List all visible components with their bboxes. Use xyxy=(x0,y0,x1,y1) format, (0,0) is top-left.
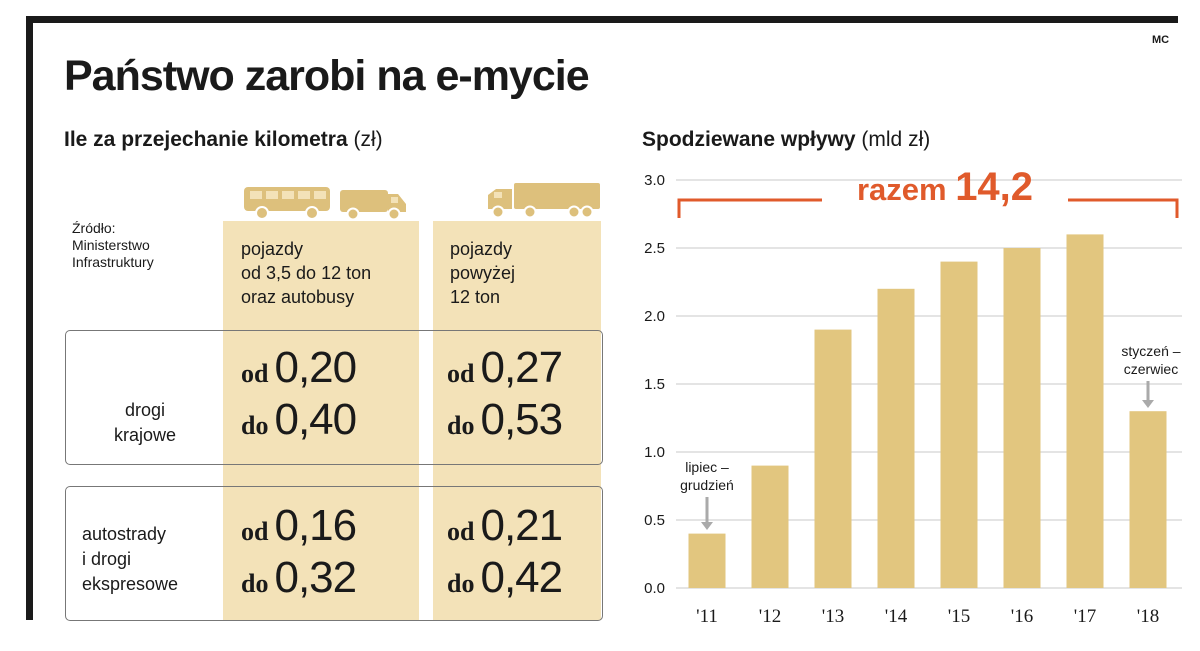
x-tick-label: '11 xyxy=(696,606,718,627)
price-prefix: od xyxy=(241,359,269,388)
column-header-line: od 3,5 do 12 ton xyxy=(241,263,372,283)
x-tick-label: '14 xyxy=(885,606,908,627)
price-from: od 0,27 xyxy=(447,343,563,393)
price-value: 0,27 xyxy=(480,343,563,392)
column-header-line: 12 ton xyxy=(450,287,501,307)
source-line: Infrastruktury xyxy=(72,254,154,270)
row-label-line: drogi xyxy=(124,400,166,420)
total-bracket-right xyxy=(1068,198,1179,218)
annotation-arrow-head xyxy=(1142,400,1154,408)
price-value: 0,40 xyxy=(274,395,357,444)
x-tick-label: '17 xyxy=(1074,606,1096,627)
price-to: do 0,42 xyxy=(447,553,563,603)
price-value: 0,42 xyxy=(480,553,563,602)
y-tick-label: 0.5 xyxy=(644,512,665,529)
row-label-national-roads: drogi krajowe xyxy=(100,398,190,448)
price-value: 0,16 xyxy=(274,501,357,550)
price-prefix: do xyxy=(241,411,269,440)
price-value: 0,20 xyxy=(274,343,357,392)
bar xyxy=(1003,248,1041,588)
bar xyxy=(751,465,789,588)
total-word: razem xyxy=(857,172,955,207)
y-tick-label: 1.5 xyxy=(644,376,665,393)
table-unit: (zł) xyxy=(353,128,383,151)
price-prefix: do xyxy=(447,411,475,440)
y-tick-label: 2.0 xyxy=(644,308,665,325)
price-to: do 0,32 xyxy=(241,553,357,603)
source-note: Źródło: Ministerstwo Infrastruktury xyxy=(72,220,154,271)
chart-unit: (mld zł) xyxy=(861,128,931,151)
bar xyxy=(940,261,978,588)
source-line: Ministerstwo xyxy=(72,237,150,253)
x-tick-label: '18 xyxy=(1137,606,1159,627)
price-value: 0,21 xyxy=(480,501,563,550)
price-value: 0,32 xyxy=(274,553,357,602)
bus-icon xyxy=(244,187,330,220)
price-from: od 0,21 xyxy=(447,501,563,551)
page-title: Państwo zarobi na e-mycie xyxy=(64,52,590,100)
annotation-line: styczeń – xyxy=(1121,343,1180,359)
row-label-line: ekspresowe xyxy=(82,574,179,594)
van-icon xyxy=(340,190,406,221)
x-tick-label: '12 xyxy=(759,606,781,627)
row-label-line: krajowe xyxy=(113,425,177,445)
price-prefix: do xyxy=(447,569,475,598)
frame-left-bar xyxy=(26,16,33,620)
y-tick-label: 2.5 xyxy=(644,240,665,257)
x-tick-label: '13 xyxy=(822,606,844,627)
annotation-line: czerwiec xyxy=(1124,361,1178,377)
price-prefix: od xyxy=(447,359,475,388)
chart-title-text: Spodziewane wpływy xyxy=(642,128,856,151)
column-header-medium: pojazdy od 3,5 do 12 ton oraz autobusy xyxy=(241,237,371,309)
truck-icon xyxy=(488,183,600,219)
x-tick-label: '16 xyxy=(1011,606,1033,627)
row-motorways xyxy=(65,486,603,621)
bar xyxy=(877,288,915,588)
annotation-line: grudzień xyxy=(680,477,734,493)
frame-top-bar xyxy=(26,16,1178,23)
price-value: 0,53 xyxy=(480,395,563,444)
bar xyxy=(1066,234,1104,588)
column-header-line: powyżej xyxy=(450,263,516,283)
column-header-line: oraz autobusy xyxy=(241,287,355,307)
chart-title: Spodziewane wpływy (mld zł) xyxy=(642,128,930,152)
annotation-line: lipiec – xyxy=(685,459,729,475)
column-header-line: pojazdy xyxy=(241,239,304,259)
y-tick-label: 3.0 xyxy=(644,172,665,189)
table-title-text: Ile za przejechanie kilometra xyxy=(64,128,348,151)
column-header-heavy: pojazdy powyżej 12 ton xyxy=(450,237,515,309)
price-to: do 0,40 xyxy=(241,395,357,445)
y-tick-label: 1.0 xyxy=(644,444,665,461)
price-prefix: od xyxy=(447,517,475,546)
annotation-arrow-head xyxy=(701,522,713,530)
price-from: od 0,16 xyxy=(241,501,357,551)
bar xyxy=(814,329,852,588)
column-highlight-heavy xyxy=(433,221,601,620)
column-header-line: pojazdy xyxy=(450,239,513,259)
column-highlight-medium xyxy=(223,221,419,620)
x-tick-label: '15 xyxy=(948,606,970,627)
total-bracket-left xyxy=(677,198,822,218)
source-line: Źródło: xyxy=(72,220,116,236)
author-credit: MC xyxy=(1152,34,1170,46)
row-national-roads xyxy=(65,330,603,465)
bar xyxy=(688,533,726,588)
price-prefix: do xyxy=(241,569,269,598)
bar xyxy=(1129,411,1167,588)
y-tick-label: 0.0 xyxy=(644,580,665,597)
price-prefix: od xyxy=(241,517,269,546)
total-value: 14,2 xyxy=(955,165,1033,209)
total-label: razem 14,2 xyxy=(857,165,1033,209)
row-label-motorways: autostrady i drogi ekspresowe xyxy=(82,522,178,597)
row-label-line: autostrady xyxy=(82,524,167,544)
price-to: do 0,53 xyxy=(447,395,563,445)
table-title: Ile za przejechanie kilometra (zł) xyxy=(64,128,383,152)
price-from: od 0,20 xyxy=(241,343,357,393)
row-label-line: i drogi xyxy=(82,549,132,569)
